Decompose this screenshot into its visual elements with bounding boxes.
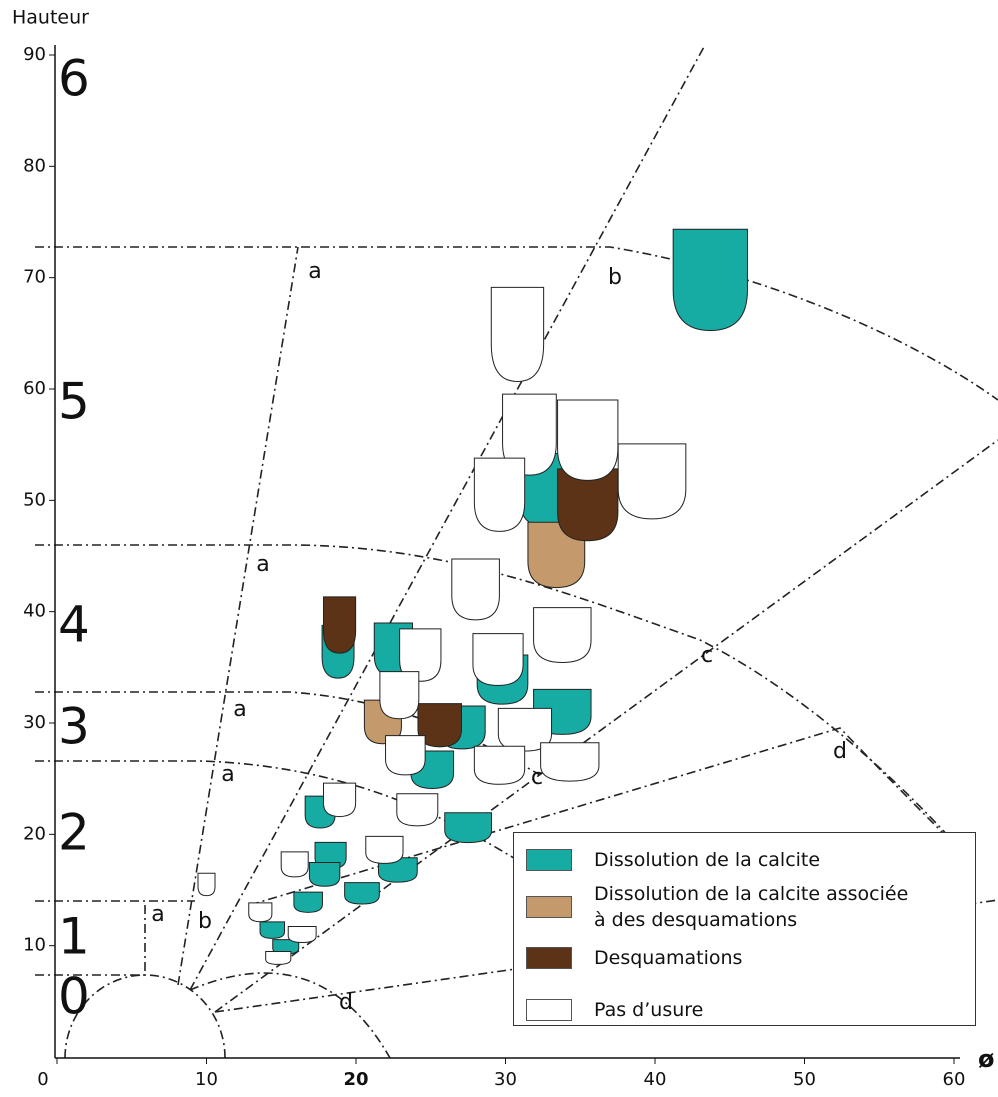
y-tick-label: 50 [23,489,46,510]
legend-item: Dissolution de la calcite [526,847,924,873]
y-tick-label: 80 [23,155,46,176]
vessel [259,921,286,939]
zone-label: 0 [58,968,90,1026]
zone-label: 6 [58,50,90,108]
vessel [379,671,420,720]
legend-swatch [526,896,572,918]
vessel [280,851,309,878]
vessel [197,872,216,897]
line-label: a [308,259,321,284]
y-tick-label: 20 [23,823,46,844]
vessel [365,835,404,864]
x-tick-label: 40 [644,1069,667,1090]
y-tick-label: 70 [23,267,46,288]
vessel [557,399,619,481]
zone-label: 2 [58,804,90,862]
legend: Dissolution de la calcite Dissolution de … [513,832,976,1026]
legend-label: Pas d’usure [594,999,704,1021]
vessel [502,393,557,476]
x-tick-label: 50 [793,1069,816,1090]
zone-label: 4 [58,596,90,654]
legend-item: Desquamations [526,945,924,971]
vessel [533,607,592,664]
vessel [490,286,545,382]
y-tick-label: 40 [23,601,46,622]
vessel [248,902,273,923]
y-tick-label: 30 [23,712,46,733]
vessel [322,782,357,818]
legend-swatch [526,947,572,969]
vessel [540,742,600,782]
vessel [287,926,317,944]
legend-swatch [526,849,572,871]
vessel [473,745,526,785]
line-label: c [531,765,543,790]
vessel [557,468,619,542]
vessel [344,882,380,905]
line-label: a [256,552,269,577]
vessel [444,812,492,844]
vessel [527,521,586,589]
legend-label: Dissolution de la calcite associée à des… [594,883,909,931]
line-label: d [833,739,847,764]
line-label: a [221,762,234,787]
y-axis-title: Hauteur [12,7,89,29]
line-label: d [339,990,353,1015]
zone-label: 5 [58,373,90,431]
vessel [451,558,500,621]
vessel [308,862,341,887]
line-label: a [233,697,246,722]
line-label: a [151,902,164,927]
vessel [377,857,418,883]
vessel [293,891,323,913]
vessel [399,628,442,682]
vessel [385,735,426,776]
legend-swatch [526,999,572,1021]
y-tick-label: 90 [23,44,46,65]
vessel [473,457,526,532]
legend-item: Dissolution de la calcite associée à des… [526,881,924,933]
x-tick-label: 10 [195,1069,218,1090]
y-tick-label: 60 [23,378,46,399]
vessel [672,228,748,331]
x-tick-label: 0 [37,1069,48,1090]
line-label: c [701,643,713,668]
x-tick-label: 30 [494,1069,517,1090]
vessel [472,633,524,686]
line-label: b [608,265,622,290]
line-label: b [198,909,212,934]
zone-label: 3 [58,698,90,756]
vessel [396,793,439,827]
x-axis-title: ø [978,1045,995,1073]
vessel [617,443,687,520]
legend-item: Pas d’usure [526,997,924,1023]
vessel [265,950,292,965]
legend-label: Dissolution de la calcite [594,849,821,871]
vessel [322,596,357,654]
x-tick-label: 20 [343,1069,368,1090]
zone-label: 1 [58,908,90,966]
x-tick-label: 60 [943,1069,966,1090]
y-tick-label: 10 [23,935,46,956]
legend-label: Desquamations [594,947,743,969]
